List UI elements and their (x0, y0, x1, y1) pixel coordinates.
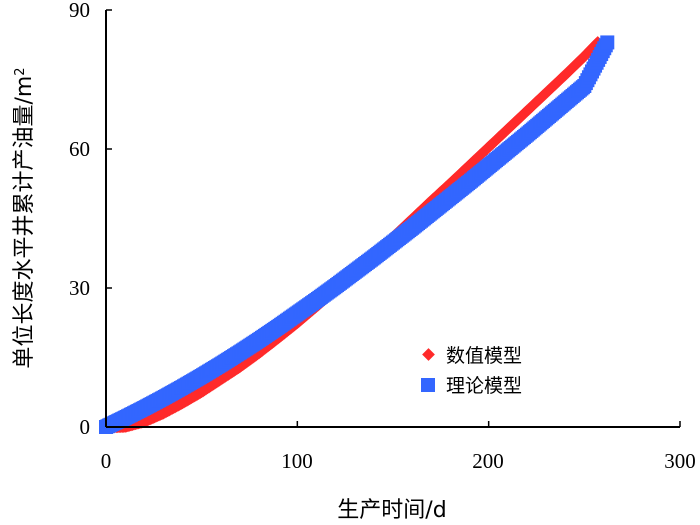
y-tick-label-30: 30 (69, 276, 90, 300)
y-tick-label-0: 0 (80, 415, 91, 439)
legend-label-numerical: 数值模型 (446, 345, 522, 367)
x-tick-label-0: 0 (101, 449, 112, 473)
series-numerical (99, 36, 605, 434)
y-axis-title-sup: 2 (13, 67, 28, 75)
x-tick-label-200: 200 (472, 449, 504, 473)
legend-marker-theoretical (421, 378, 435, 392)
y-tick-label-60: 60 (69, 137, 90, 161)
y-axis-title: 单位长度水平井累计产油量/m2 (12, 67, 37, 368)
y-tick-label-90: 90 (69, 0, 90, 22)
x-tick-label-100: 100 (281, 449, 313, 473)
y-axis-title-main: 单位长度水平井累计产油量/m (12, 76, 37, 369)
x-tick-label-300: 300 (664, 449, 696, 473)
legend-marker-numerical (422, 348, 435, 361)
legend: 数值模型 理论模型 (421, 345, 522, 397)
plot-series (99, 35, 615, 434)
data-point (600, 35, 615, 50)
x-axis-title: 生产时间/d (337, 498, 446, 523)
legend-label-theoretical: 理论模型 (446, 375, 522, 397)
axis-ticks (106, 9, 681, 427)
series-theoretical (99, 35, 615, 434)
